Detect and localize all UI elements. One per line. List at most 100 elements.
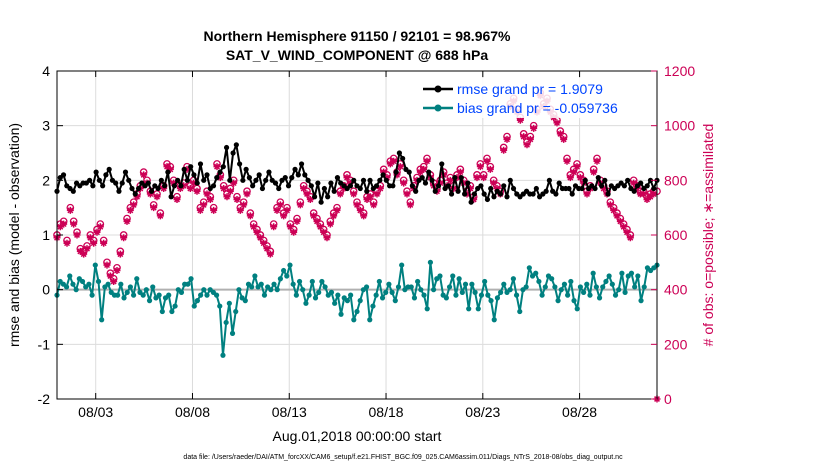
bias-point [306, 292, 312, 298]
bias-point [89, 292, 95, 298]
rmse-point [148, 188, 155, 194]
chart-title: Northern Hemisphere 91150 / 92101 = 98.9… [203, 28, 511, 44]
rmse-point [122, 169, 129, 175]
rmse-point [357, 185, 363, 192]
legend: rmse grand pr = 1.9079 bias grand pr = -… [420, 78, 650, 118]
rmse-point [214, 175, 220, 181]
bias-line [56, 261, 658, 357]
rmse-point [439, 161, 445, 167]
rmse-point [644, 183, 650, 189]
rmse-point [233, 142, 239, 148]
bias-point [494, 295, 501, 301]
obs-assimilated-marker [170, 179, 178, 187]
rmse-point [409, 183, 416, 189]
rmse-point [60, 172, 67, 178]
obs-assimilated-marker [320, 228, 328, 236]
bias-point [383, 289, 389, 295]
obs-assimilated-marker [340, 185, 348, 193]
obs-assimilated-marker [116, 250, 124, 258]
rmse-point [602, 177, 608, 183]
bias-point [290, 281, 296, 287]
obs-assimilated-marker [380, 168, 388, 176]
obs-assimilated-marker [460, 179, 468, 187]
rmse-point [272, 180, 279, 186]
rmse-point [103, 172, 109, 178]
obs-assimilated-marker [500, 146, 508, 154]
obs-assimilated-marker [220, 185, 228, 193]
bias-point [220, 352, 226, 358]
obs-assimilated-marker [263, 245, 271, 253]
rmse-point [289, 175, 295, 181]
y-left-tick-label: 1 [42, 227, 50, 243]
bias-point [296, 278, 303, 285]
bias-point [612, 292, 619, 298]
obs-assimilated-marker [556, 130, 564, 138]
obs-assimilated-marker [313, 217, 321, 225]
bias-point [172, 303, 178, 309]
rmse-point [175, 177, 181, 183]
bias-point [348, 292, 354, 298]
bias-point [115, 292, 121, 298]
obs-assimilated-marker [90, 239, 98, 247]
rmse-point [400, 155, 406, 162]
obs-assimilated-marker [283, 206, 291, 214]
rmse-point [253, 177, 259, 183]
obs-assimilated-marker [623, 228, 631, 236]
rmse-point [455, 188, 461, 194]
bias-point [332, 300, 338, 306]
bias-point [159, 308, 165, 315]
rmse-point [201, 177, 207, 183]
rmse-point [413, 188, 419, 194]
bias-point [63, 284, 70, 290]
obs-assimilated-marker [400, 179, 408, 187]
rmse-point [276, 185, 282, 192]
obs-assimilated-marker [390, 157, 398, 165]
rmse-point [592, 185, 598, 192]
bias-point [105, 281, 111, 287]
rmse-point [465, 180, 471, 186]
rmse-point [191, 172, 197, 178]
obs-assimilated-marker [473, 174, 481, 182]
obs-assimilated-marker [130, 201, 138, 209]
bias-point [568, 278, 574, 285]
obs-assimilated-marker [56, 223, 64, 231]
bias-point [118, 281, 124, 287]
obs-assimilated-marker [256, 234, 264, 242]
obs-assimilated-marker [216, 174, 224, 182]
bias-point [427, 259, 434, 265]
obs-assimilated-marker [476, 163, 484, 171]
obs-assimilated-marker [523, 141, 531, 149]
rmse-point [184, 177, 191, 183]
rmse-point [315, 180, 321, 186]
y-right-tick-label: 600 [664, 227, 688, 243]
bias-point [79, 278, 86, 285]
rmse-point [106, 166, 112, 172]
bias-point [482, 278, 488, 285]
rmse-point [530, 191, 536, 197]
bias-point [622, 289, 628, 295]
x-tick-label: 08/03 [78, 404, 113, 420]
rmse-point [328, 180, 334, 186]
obs-assimilated-marker [303, 190, 311, 198]
bias-point [443, 295, 449, 301]
obs-assimilated-marker [70, 220, 78, 228]
rmse-point [181, 166, 187, 172]
bias-point [635, 273, 641, 279]
bias-point [558, 287, 564, 293]
obs-assimilated-marker [230, 179, 238, 187]
bias-point [446, 284, 453, 290]
rmse-point [598, 183, 605, 189]
rmse-point [445, 183, 451, 189]
obs-assimilated-marker [140, 171, 148, 179]
obs-assimilated-marker [610, 206, 618, 214]
obs-assimilated-marker [566, 174, 574, 182]
rmse-point [504, 194, 510, 200]
obs-assimilated-marker [76, 247, 84, 255]
bias-point [185, 281, 191, 287]
rmse-point [377, 177, 383, 183]
bias-point [150, 284, 156, 290]
rmse-point [422, 180, 429, 186]
rmse-point [553, 191, 559, 197]
obs-assimilated-marker [266, 250, 274, 258]
obs-assimilated-marker [146, 190, 154, 198]
